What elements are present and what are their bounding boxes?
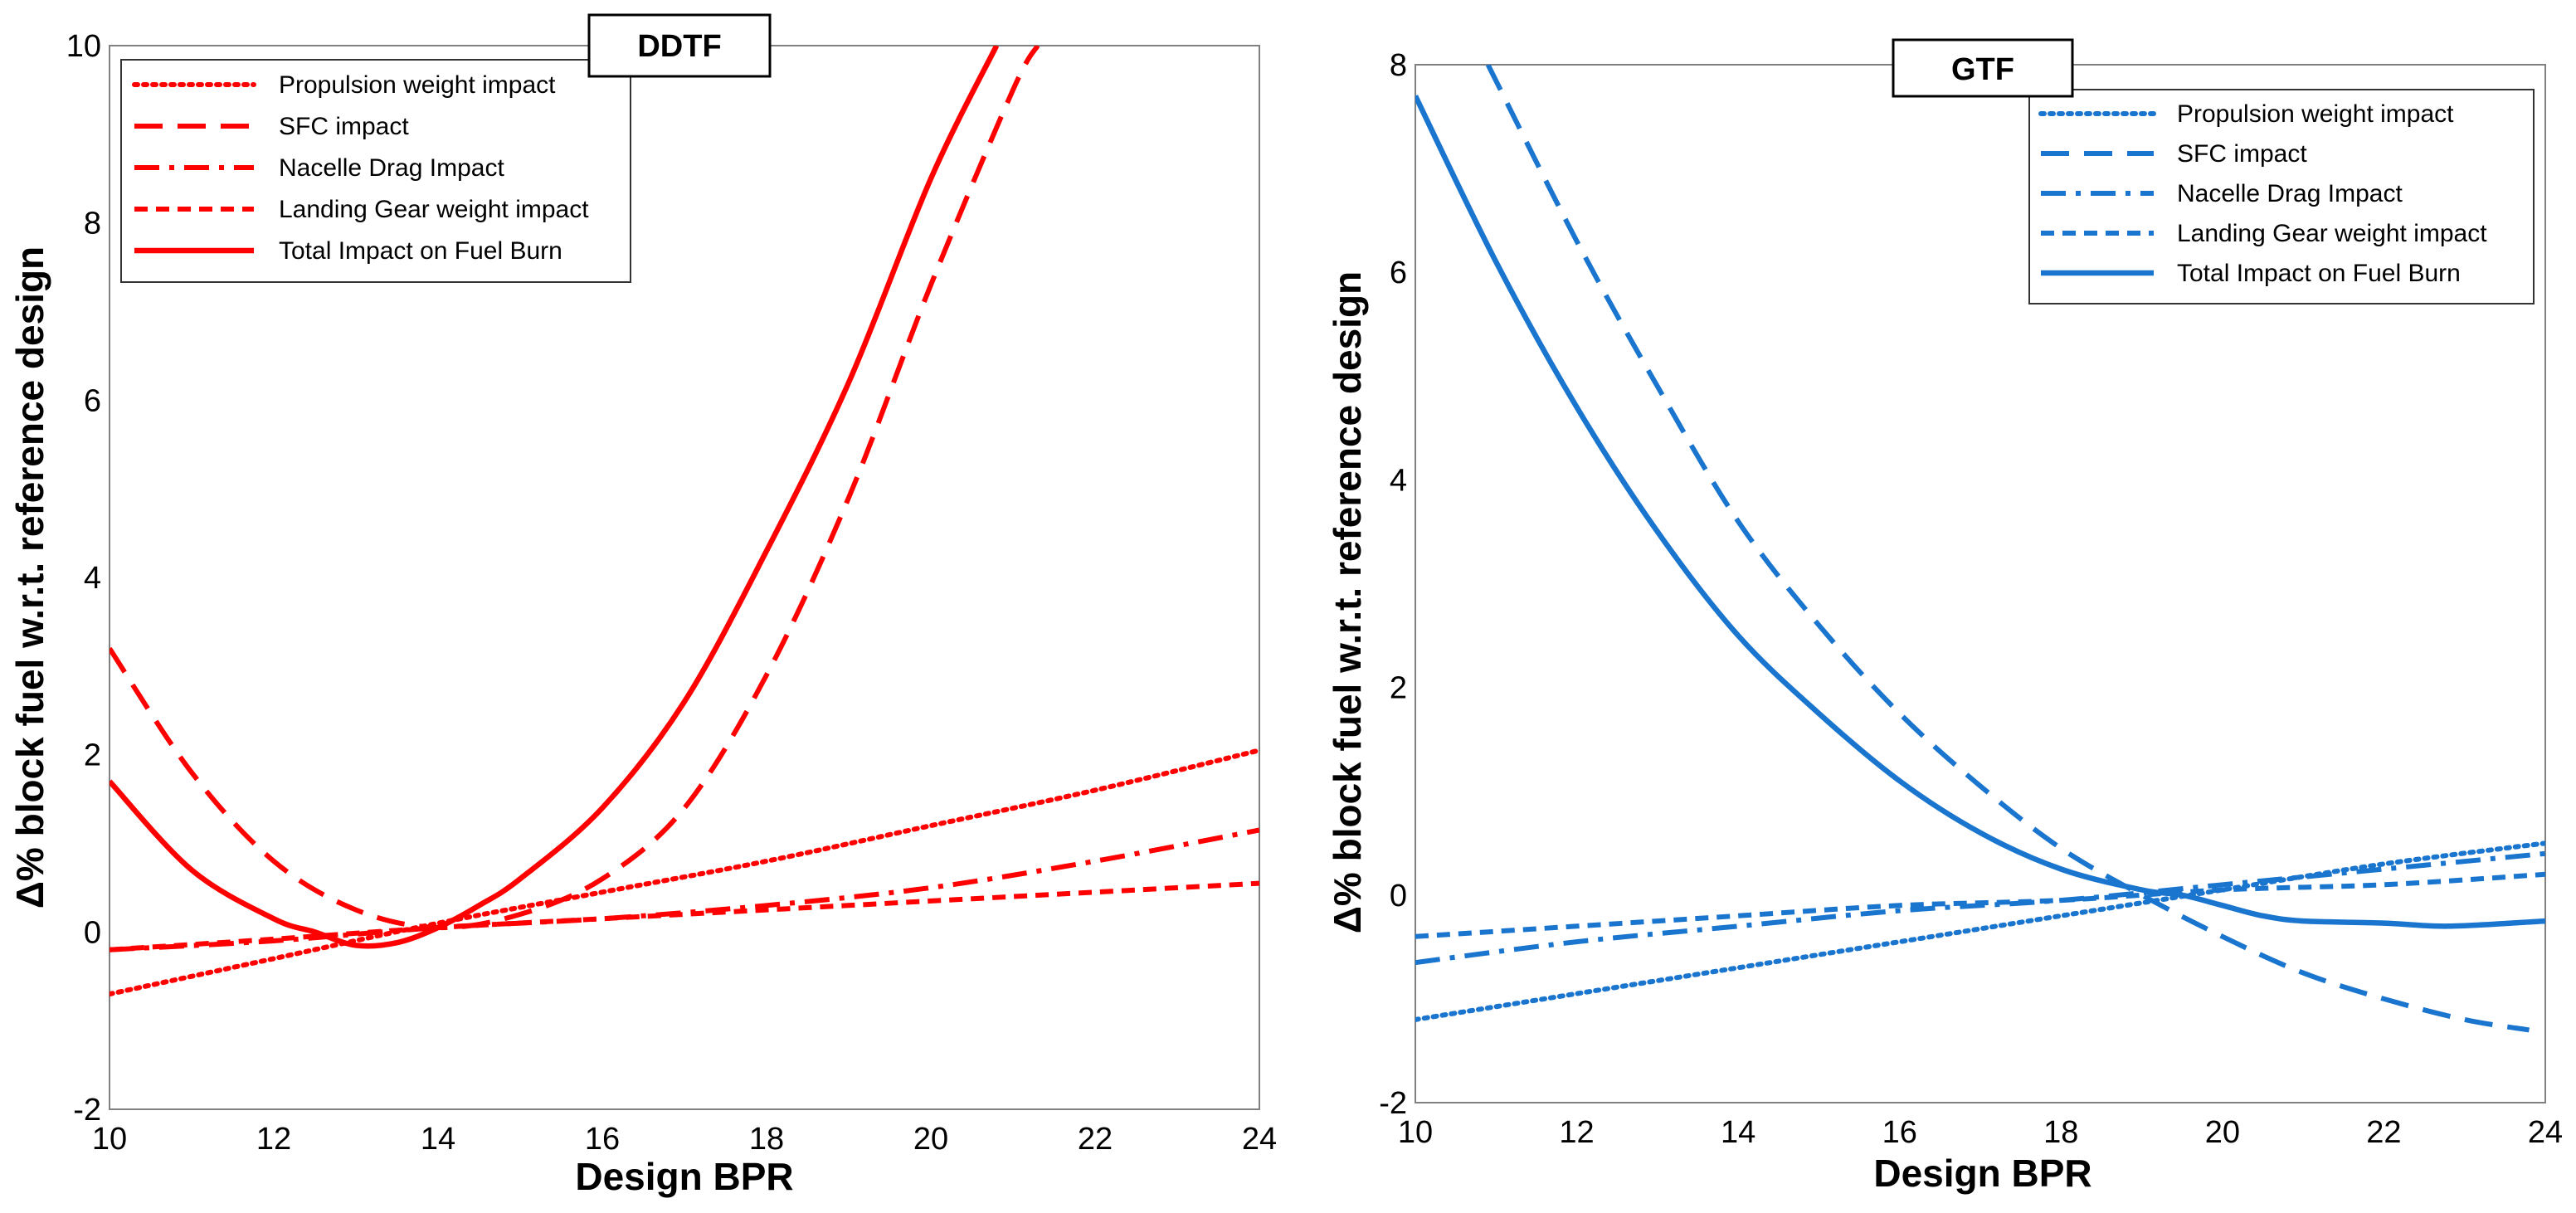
- ddtf-series-propulsion-weight-impact: [110, 748, 1259, 997]
- ddtf-legend-label-sfc-impact: SFC impact: [279, 113, 409, 140]
- ddtf-x-tick-20: 20: [913, 1122, 948, 1157]
- gtf-x-tick-22: 22: [2366, 1115, 2401, 1150]
- ddtf-legend-label-propulsion-weight-impact: Propulsion weight impact: [279, 71, 556, 99]
- gtf-series-propulsion-weight-impact: [1415, 840, 2545, 1022]
- gtf-legend: Propulsion weight impact SFC impact Nacell…: [2038, 100, 2487, 287]
- ddtf-x-axis-label: Design BPR: [575, 1155, 793, 1198]
- ddtf-legend-box: [120, 59, 631, 283]
- gtf-x-tick-16: 16: [1882, 1115, 1917, 1150]
- gtf-y-tick-0: 0: [1390, 879, 1407, 913]
- gtf-x-tick-12: 12: [1559, 1115, 1594, 1150]
- gtf-x-tick-10: 10: [1398, 1115, 1433, 1150]
- gtf-series-landing-gear-weight-impact: [1415, 871, 2545, 939]
- ddtf-x-tick-12: 12: [256, 1122, 291, 1157]
- gtf-series-sfc-impact: [1485, 65, 2530, 1033]
- ddtf-y-tick-4: 4: [84, 561, 101, 596]
- gtf-x-tick-20: 20: [2205, 1115, 2240, 1150]
- ddtf-x-tick-18: 18: [749, 1122, 784, 1157]
- ddtf-x-tick-16: 16: [585, 1122, 620, 1157]
- ddtf-series-nacelle-drag-impact: [110, 827, 1259, 952]
- ddtf-y-tick-0: 0: [84, 915, 101, 950]
- ddtf-legend-label-nacelle-drag-impact: Nacelle Drag Impact: [279, 154, 504, 182]
- gtf-y-tick-4: 4: [1390, 463, 1407, 498]
- ddtf-y-tick-8: 8: [84, 207, 101, 241]
- ddtf-legend-label-landing-gear-weight-impact: Landing Gear weight impact: [279, 196, 589, 223]
- ddtf-x-tick-10: 10: [92, 1122, 127, 1157]
- gtf-legend-label-sfc-impact: SFC impact: [2177, 140, 2307, 168]
- gtf-legend-label-total-impact-on-fuel-burn: Total Impact on Fuel Burn: [2177, 260, 2461, 287]
- ddtf-x-tick-24: 24: [1242, 1122, 1277, 1157]
- gtf-series-group: [1415, 65, 2545, 1033]
- ddtf-series-group: [110, 46, 1259, 997]
- gtf-legend-label-propulsion-weight-impact: Propulsion weight impact: [2177, 100, 2454, 128]
- gtf-x-tick-18: 18: [2043, 1115, 2078, 1150]
- ddtf-y-tick-neg2: -2: [73, 1093, 101, 1128]
- ddtf-title: DDTF: [637, 29, 721, 64]
- ddtf-series-total-impact-on-fuel-burn: [110, 46, 1000, 949]
- ddtf-y-tick-6: 6: [84, 383, 101, 418]
- gtf-legend-label-nacelle-drag-impact: Nacelle Drag Impact: [2177, 180, 2403, 207]
- gtf-x-tick-14: 14: [1721, 1115, 1755, 1150]
- gtf-y-tick-8: 8: [1390, 48, 1407, 83]
- ddtf-series-landing-gear-weight-impact: [110, 880, 1259, 952]
- ddtf-y-axis-label: Δ% block fuel w.r.t. reference design: [8, 246, 51, 909]
- gtf-x-axis-label: Design BPR: [1873, 1152, 2091, 1195]
- gtf-y-tick-6: 6: [1390, 256, 1407, 290]
- ddtf-legend: Propulsion weight impact SFC impact Nacell…: [132, 71, 589, 265]
- gtf-y-axis-label: Δ% block fuel w.r.t. reference design: [1326, 271, 1369, 933]
- gtf-title: GTF: [1951, 52, 2014, 87]
- gtf-y-tick-2: 2: [1390, 671, 1407, 706]
- gtf-y-tick-neg2: -2: [1379, 1086, 1407, 1121]
- ddtf-series-sfc-impact: [110, 46, 1040, 931]
- gtf-title-box: [1892, 38, 2074, 98]
- gtf-legend-box: [2028, 89, 2535, 304]
- ddtf-legend-label-total-impact-on-fuel-burn: Total Impact on Fuel Burn: [279, 237, 562, 265]
- ddtf-title-box: [587, 13, 772, 78]
- gtf-series-nacelle-drag-impact: [1415, 850, 2545, 966]
- ddtf-y-tick-10: 10: [66, 29, 101, 64]
- gtf-series-total-impact-on-fuel-burn: [1415, 95, 2545, 929]
- gtf-legend-label-landing-gear-weight-impact: Landing Gear weight impact: [2177, 220, 2487, 247]
- gtf-x-tick-24: 24: [2528, 1115, 2563, 1150]
- ddtf-x-tick-14: 14: [421, 1122, 455, 1157]
- ddtf-y-tick-2: 2: [84, 738, 101, 773]
- ddtf-x-tick-22: 22: [1078, 1122, 1113, 1157]
